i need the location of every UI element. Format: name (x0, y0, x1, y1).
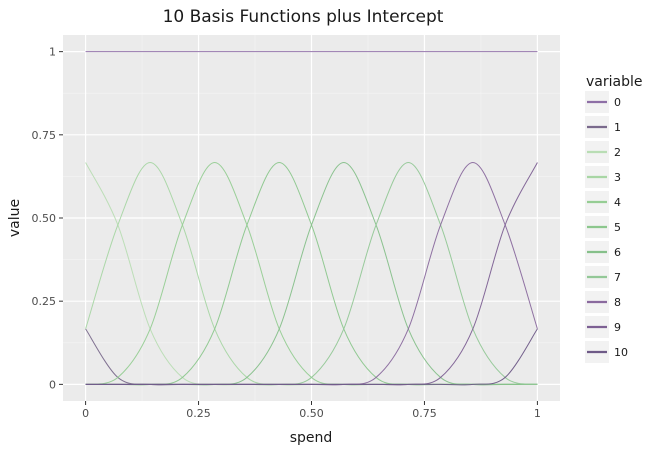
legend-item-2: 2 (585, 141, 621, 163)
legend-label: 3 (614, 171, 621, 184)
legend-item-6: 6 (585, 241, 621, 263)
legend-item-7: 7 (585, 266, 621, 288)
y-tick-label: 0.50 (32, 212, 57, 225)
legend-label: 10 (614, 346, 628, 359)
legend-items: 0 1 2 3 4 5 6 7 8 9 10 (585, 91, 628, 363)
legend-item-5: 5 (585, 216, 621, 238)
y-tick-label: 1 (49, 46, 56, 59)
legend-item-9: 9 (585, 316, 621, 338)
x-tick-label: 0.75 (412, 407, 437, 420)
x-axis-ticks: 0 0.25 0.50 0.75 1 (82, 401, 541, 420)
y-axis-ticks: 0 0.25 0.50 0.75 1 (32, 46, 63, 391)
legend-label: 7 (614, 271, 621, 284)
x-tick-label: 0.50 (299, 407, 324, 420)
y-tick-label: 0 (49, 378, 56, 391)
x-tick-label: 0.25 (186, 407, 211, 420)
legend-label: 6 (614, 246, 621, 259)
x-tick-label: 0 (82, 407, 89, 420)
legend-item-3: 3 (585, 166, 621, 188)
legend-item-10: 10 (585, 341, 628, 363)
chart-title: 10 Basis Functions plus Intercept (163, 7, 444, 27)
legend-label: 1 (614, 121, 621, 134)
y-tick-label: 0.25 (32, 295, 57, 308)
legend: variable 0 1 2 3 4 5 6 7 8 9 10 (585, 74, 642, 363)
legend-item-8: 8 (585, 291, 621, 313)
legend-item-1: 1 (585, 116, 621, 138)
legend-item-4: 4 (585, 191, 621, 213)
series-line-10 (85, 328, 538, 386)
x-axis-label: spend (290, 430, 333, 446)
legend-label: 8 (614, 296, 621, 309)
legend-title: variable (586, 74, 642, 90)
legend-label: 2 (614, 146, 621, 159)
legend-label: 9 (614, 321, 621, 334)
x-tick-label: 1 (534, 407, 541, 420)
series-layer (85, 51, 538, 386)
y-tick-label: 0.75 (32, 129, 57, 142)
legend-label: 0 (614, 96, 621, 109)
legend-label: 4 (614, 196, 621, 209)
y-axis-label: value (7, 199, 23, 237)
legend-label: 5 (614, 221, 621, 234)
legend-item-0: 0 (585, 91, 621, 113)
